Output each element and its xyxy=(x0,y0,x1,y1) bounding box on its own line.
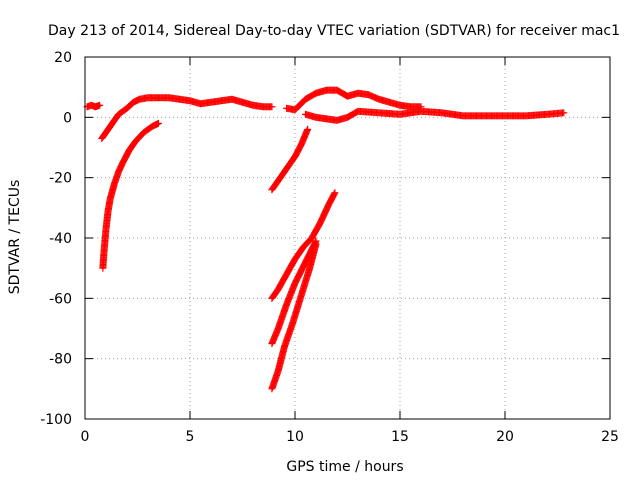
x-axis-label: GPS time / hours xyxy=(286,459,403,475)
y-axis-label: SDTVAR / TECUs xyxy=(7,180,23,295)
x-tick-label: 25 xyxy=(601,429,619,445)
series-arc-b-top xyxy=(98,94,276,142)
y-tick-label: -20 xyxy=(49,171,72,187)
data-point xyxy=(96,101,104,109)
series-arc-d-upper xyxy=(283,86,425,114)
series-arc-f-mid xyxy=(268,125,312,194)
data-point xyxy=(312,240,320,248)
x-tick-label: 0 xyxy=(81,429,90,445)
grid xyxy=(85,57,610,419)
y-tick-label: -80 xyxy=(49,352,72,368)
y-tick-label: -60 xyxy=(49,291,72,307)
data-point xyxy=(560,109,568,117)
data-points xyxy=(83,86,568,393)
data-point xyxy=(268,103,276,111)
x-tick-label: 15 xyxy=(391,429,409,445)
series-arc-c-rise xyxy=(99,119,162,272)
data-point xyxy=(155,119,162,127)
plot-frame xyxy=(84,56,611,420)
chart-title: Day 213 of 2014, Sidereal Day-to-day VTE… xyxy=(48,23,620,39)
y-tick-label: -40 xyxy=(49,231,72,247)
y-tick-label: 0 xyxy=(63,110,72,126)
data-point xyxy=(304,125,312,133)
series-arc-a-top xyxy=(83,101,104,111)
series-arc-e-lower xyxy=(302,107,568,124)
series-arc-g-lower1 xyxy=(268,189,339,302)
x-tick-label: 20 xyxy=(496,429,514,445)
x-tick-label: 10 xyxy=(286,429,304,445)
series-arc-i-lower3 xyxy=(268,240,320,393)
y-tick-label: 20 xyxy=(54,50,72,66)
y-tick-label: -100 xyxy=(40,412,72,428)
data-point xyxy=(331,189,339,197)
x-tick-label: 5 xyxy=(186,429,195,445)
